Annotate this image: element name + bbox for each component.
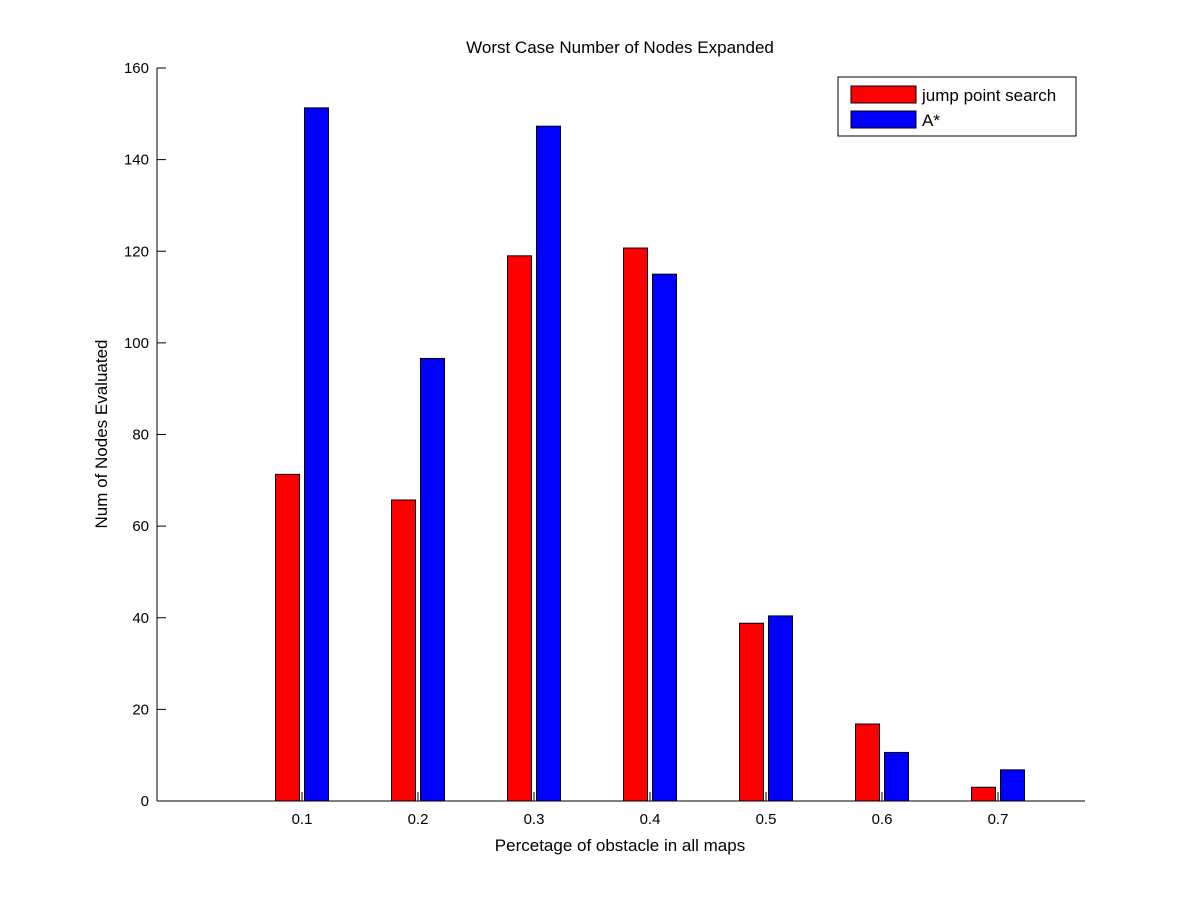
chart-title: Worst Case Number of Nodes Expanded (466, 38, 774, 57)
bar-series-0-6 (971, 786, 996, 802)
bar-series-1-5 (884, 751, 909, 802)
y-tick-label: 40 (132, 610, 149, 627)
y-tick-label: 140 (124, 152, 149, 169)
bar-series-1-1 (420, 357, 445, 802)
bar-series-0-5 (855, 723, 880, 802)
x-tick-label: 0.2 (408, 811, 429, 828)
y-ticks-group: 0 20 40 60 80 100 120 140 160 (124, 60, 166, 810)
bar-series-1-4 (768, 615, 793, 802)
y-tick-label: 20 (132, 701, 149, 718)
bar-series-0-2 (507, 255, 532, 802)
legend-swatch-0 (850, 85, 917, 104)
y-tick-label: 0 (141, 793, 149, 810)
x-ticks-group: 0.1 0.2 0.3 0.4 0.5 0.6 0.7 (292, 792, 1009, 828)
bar-series-0-3 (623, 247, 648, 802)
x-axis-title: Percetage of obstacle in all maps (495, 836, 745, 855)
y-tick-label: 160 (124, 60, 149, 77)
bars-group (275, 107, 1025, 802)
legend-label-1: A* (922, 111, 940, 130)
bar-series-1-2 (536, 125, 561, 802)
y-tick-label: 100 (124, 335, 149, 352)
x-tick-label: 0.5 (756, 811, 777, 828)
x-tick-label: 0.3 (524, 811, 545, 828)
legend-swatch-1 (850, 110, 917, 129)
bar-series-0-4 (739, 622, 764, 802)
y-tick-label: 60 (132, 518, 149, 535)
x-tick-label: 0.4 (640, 811, 661, 828)
bar-series-1-3 (652, 273, 677, 802)
y-tick-label: 120 (124, 243, 149, 260)
x-tick-label: 0.6 (872, 811, 893, 828)
y-tick-label: 80 (132, 427, 149, 444)
bar-series-1-6 (1000, 769, 1025, 802)
y-axis-title: Num of Nodes Evaluated (92, 340, 111, 529)
legend: jump point search A* (837, 76, 1077, 137)
bar-series-0-0 (275, 473, 300, 802)
x-tick-label: 0.7 (988, 811, 1009, 828)
bar-series-0-1 (391, 499, 416, 802)
x-tick-label: 0.1 (292, 811, 313, 828)
legend-label-0: jump point search (921, 86, 1056, 105)
bar-series-1-0 (304, 107, 329, 802)
